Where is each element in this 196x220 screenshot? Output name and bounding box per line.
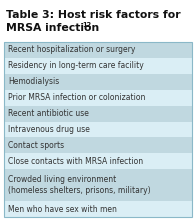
Bar [4,58,192,74]
Text: Men who have sex with men: Men who have sex with men [8,205,117,214]
Bar [4,201,192,217]
Bar [4,74,192,90]
Text: Crowded living environment
(homeless shelters, prisons, military): Crowded living environment (homeless she… [8,175,151,195]
Text: Residency in long-term care facility: Residency in long-term care facility [8,61,144,70]
Bar [4,138,192,153]
Bar [4,42,192,217]
Text: 12: 12 [82,22,91,28]
Bar [4,153,192,169]
Text: Recent hospitalization or surgery: Recent hospitalization or surgery [8,46,135,55]
Text: Intravenous drug use: Intravenous drug use [8,125,90,134]
Text: Recent antibiotic use: Recent antibiotic use [8,109,89,118]
Text: Prior MRSA infection or colonization: Prior MRSA infection or colonization [8,93,145,102]
Text: Hemodialysis: Hemodialysis [8,77,59,86]
Text: Contact sports: Contact sports [8,141,64,150]
Bar [4,169,192,201]
Text: MRSA infection: MRSA infection [6,23,99,33]
Bar [4,90,192,106]
Bar [4,121,192,138]
Bar [4,106,192,121]
Text: Close contacts with MRSA infection: Close contacts with MRSA infection [8,157,143,166]
Bar [4,42,192,58]
Text: Table 3: Host risk factors for: Table 3: Host risk factors for [6,10,181,20]
